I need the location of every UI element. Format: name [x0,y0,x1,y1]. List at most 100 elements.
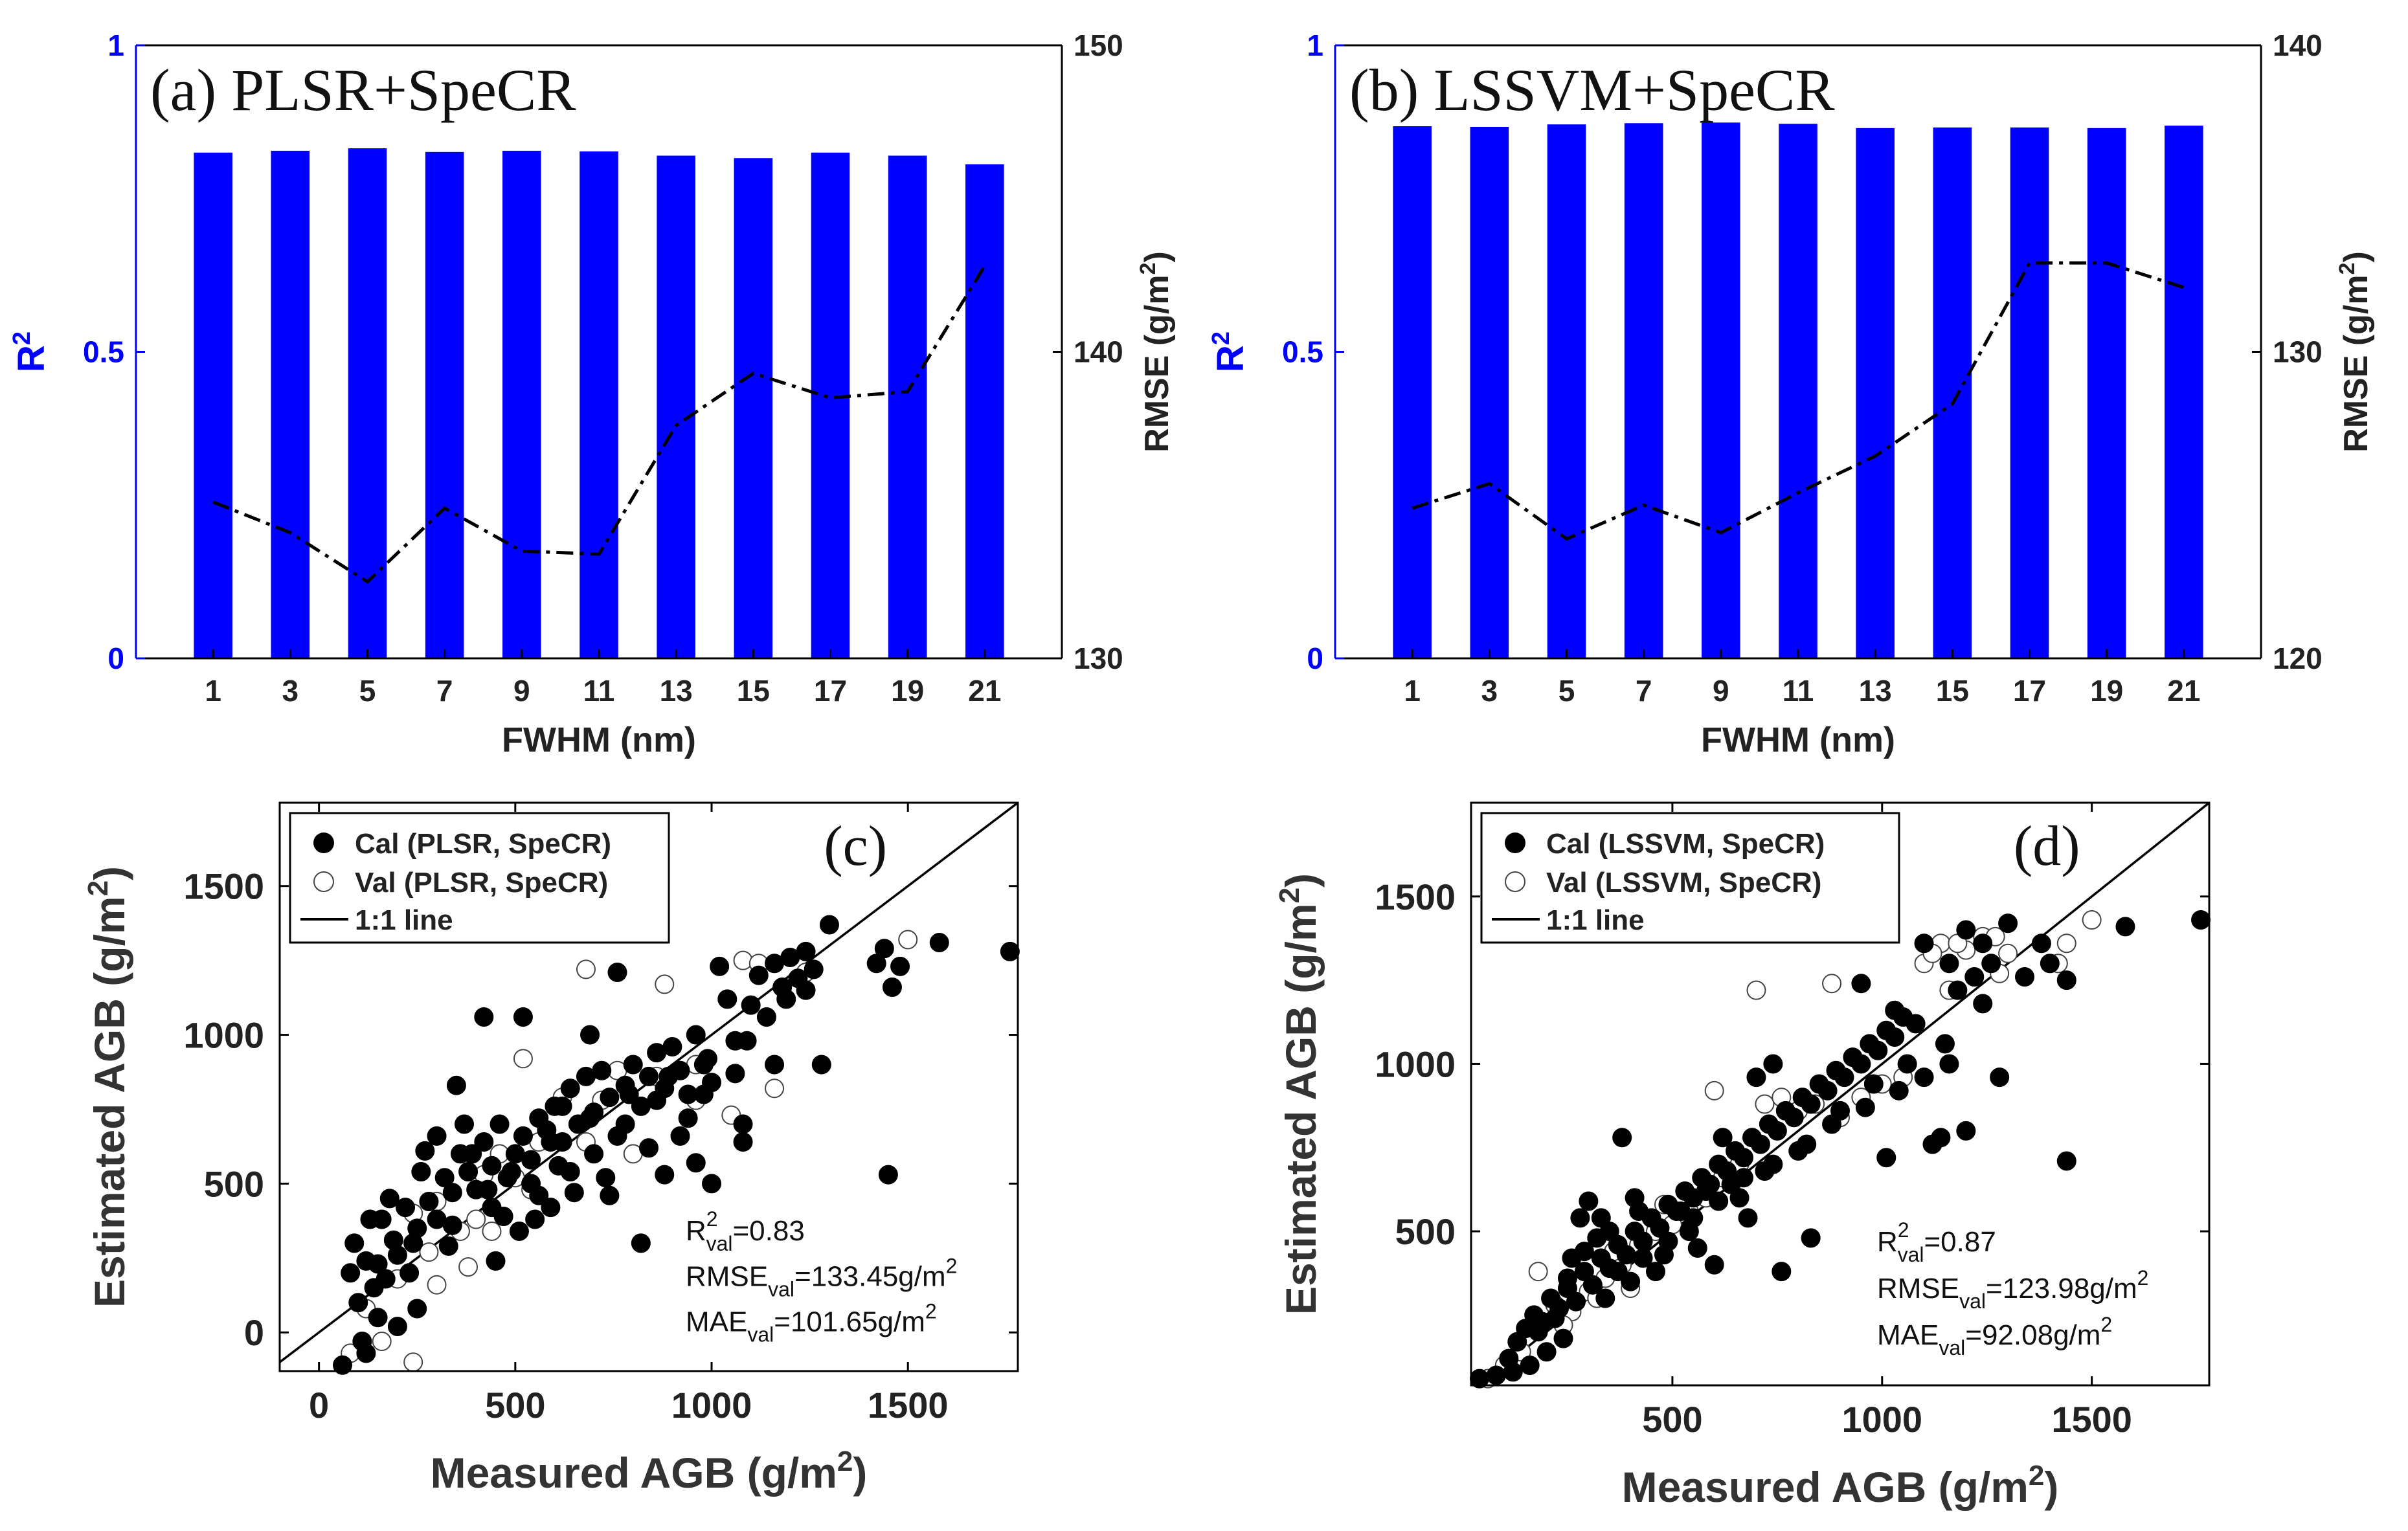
x-tick-label: 3 [282,674,299,708]
bar-7 [425,151,464,658]
x-axis-label: FWHM (nm) [1701,721,1895,759]
legend-cal-label: Cal (PLSR, SpeCR) [355,828,611,860]
x-axis-label: Measured AGB (g/m2) [1622,1460,2059,1511]
x-axis-label: Measured AGB (g/m2) [431,1446,868,1497]
cal-point [1885,1000,1905,1020]
bar-3 [1470,126,1509,659]
cal-point [1616,1245,1636,1265]
cal-point [1973,994,1993,1014]
bar-15 [1933,127,1972,658]
cal-point [1801,1094,1821,1114]
bar-9 [502,150,541,658]
cal-point [462,1144,482,1164]
x-tick-label: 11 [583,674,615,708]
x-tick-label: 21 [968,674,1001,708]
cal-point [1486,1365,1506,1385]
cal-point [623,1055,643,1075]
bar-15 [734,158,773,659]
cal-point [521,1174,541,1194]
bar-13 [657,155,695,658]
cal-point [1784,1108,1804,1128]
cal-point [1964,967,1985,987]
cal-point [619,1084,639,1104]
cal-point [474,1132,494,1152]
x-tick-label: 500 [485,1385,545,1425]
cal-point [541,1132,561,1152]
x-tick-label: 15 [1936,674,1969,708]
val-point [1528,1262,1548,1282]
cal-point [878,1165,898,1185]
cal-point [1574,1242,1594,1262]
cal-point [1834,1067,1854,1088]
legend-cal-marker [313,833,334,853]
cal-point [368,1254,388,1274]
cal-point [1553,1328,1573,1348]
cal-point [368,1308,388,1328]
x-tick-label: 1000 [1841,1399,1922,1440]
cal-point [1763,1054,1783,1074]
bar-17 [2010,127,2049,658]
cal-point [631,1233,651,1253]
cal-point [474,1007,494,1027]
cal-point [560,1162,580,1182]
cal-point [427,1126,447,1146]
legend-cal-marker [1505,833,1525,853]
cal-point [438,1236,458,1256]
cal-point [580,1025,600,1045]
x-tick-label: 1500 [2051,1399,2132,1440]
cal-point [1948,980,1968,1000]
cal-point [1633,1231,1653,1251]
cal-point [1851,1054,1871,1074]
y-axis-label: Estimated AGB (g/m2) [82,866,133,1308]
cal-point [1503,1362,1523,1382]
cal-point [482,1156,502,1176]
cal-point [1851,974,1871,994]
cal-point [442,1183,462,1203]
cal-point [678,1108,698,1128]
cal-point [1914,1067,1934,1088]
cal-point [686,1153,706,1173]
cal-point [1931,1128,1951,1148]
y-tick-label-left: 1 [1307,28,1323,62]
cal-point [403,1233,423,1253]
val-point [2082,910,2102,930]
legend-val-marker [1505,871,1525,892]
cal-point [1608,1262,1628,1282]
cal-point [1713,1128,1733,1148]
cal-point [1981,954,2001,974]
plot-frame [1470,801,2211,1387]
cal-point [1830,1101,1850,1121]
cal-point [733,1132,753,1152]
cal-point [1545,1308,1565,1328]
y-tick-label-left: 0.5 [83,335,124,369]
legend-line-label: 1:1 line [355,904,453,936]
cal-point [1939,954,1959,974]
cal-point [379,1189,399,1209]
cal-point [564,1183,584,1203]
cal-point [1612,1128,1632,1148]
x-tick-label: 1 [1404,674,1421,708]
stat-mae: MAEval=101.65g/m2 [686,1300,937,1347]
y-tick-label-left: 0 [1307,642,1323,675]
cal-point [1557,1268,1577,1288]
y-tick-label-left: 0 [107,642,124,675]
cal-point [407,1299,427,1319]
legend-val-label: Val (PLSR, SpeCR) [355,867,608,899]
bar-21 [2165,126,2203,658]
cal-point [737,1031,757,1051]
cal-point [1973,933,1993,954]
cal-point [929,933,949,953]
cal-point [1734,1168,1754,1188]
cal-point [1000,941,1020,961]
bar-11 [1779,124,1817,658]
cal-point [796,980,816,1000]
cal-point [1817,1080,1838,1101]
cal-point [1868,1040,1888,1060]
x-tick-label: 9 [513,674,530,708]
panel-c: 0 500 1000 1500 0 500 1000 1500 Cal (PLSR, SpeCR… [82,801,1020,1497]
cal-point [399,1263,420,1283]
cal-point [1746,1067,1766,1088]
cal-point [360,1209,380,1229]
y-tick-label-right: 140 [1074,335,1123,369]
